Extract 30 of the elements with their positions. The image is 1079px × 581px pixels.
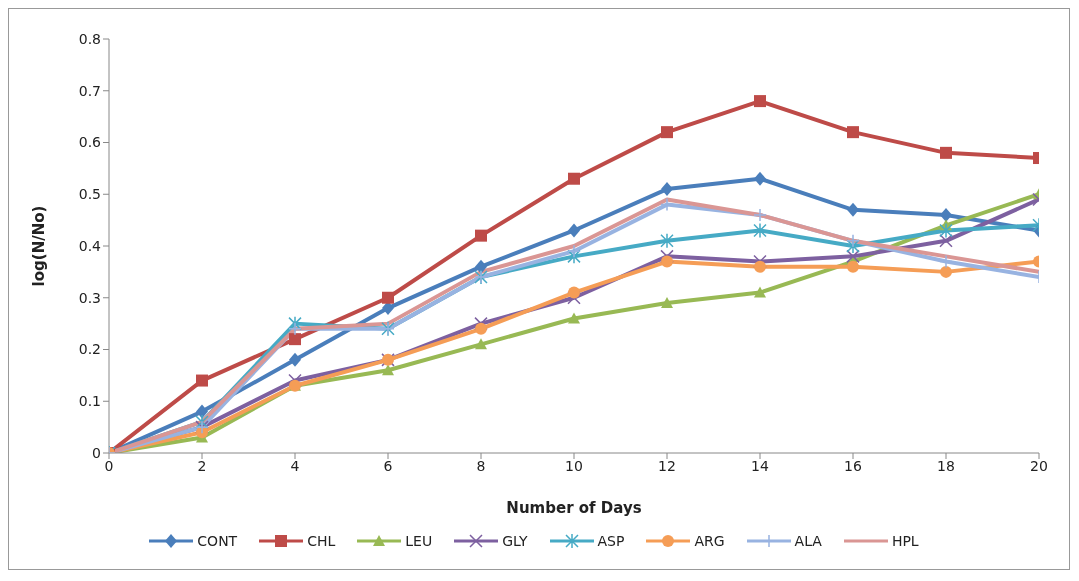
legend-label: ASP bbox=[597, 533, 625, 549]
legend-label: LEU bbox=[405, 533, 433, 549]
x-tick-label: 18 bbox=[937, 457, 955, 474]
x-tick-label: 20 bbox=[1030, 457, 1048, 474]
y-tick-label: 0.8 bbox=[78, 30, 101, 47]
x-tick-label: 10 bbox=[565, 457, 583, 474]
x-tick-label: 12 bbox=[658, 457, 676, 474]
y-tick-label: 0.5 bbox=[78, 186, 101, 203]
legend-label: HPL bbox=[891, 533, 919, 549]
y-tick-label: 0.1 bbox=[78, 393, 101, 410]
y-tick-label: 0.4 bbox=[78, 237, 102, 254]
x-tick-label: 8 bbox=[476, 457, 486, 474]
x-axis-title: Number of Days bbox=[506, 499, 642, 517]
y-axis-title: log(N/No) bbox=[30, 205, 49, 287]
x-tick-label: 4 bbox=[290, 457, 300, 474]
legend-label: GLY bbox=[502, 533, 528, 549]
legend-label: ARG bbox=[694, 533, 725, 549]
x-tick-label: 0 bbox=[104, 457, 114, 474]
x-tick-label: 16 bbox=[844, 457, 862, 474]
y-tick-label: 0 bbox=[92, 444, 101, 461]
x-tick-label: 6 bbox=[383, 457, 393, 474]
legend-label: CHL bbox=[307, 533, 336, 549]
y-tick-label: 0.6 bbox=[78, 134, 102, 151]
legend-label: CONT bbox=[197, 533, 238, 549]
y-tick-label: 0.3 bbox=[78, 289, 101, 306]
x-tick-label: 2 bbox=[197, 457, 207, 474]
y-tick-label: 0.7 bbox=[78, 82, 101, 99]
x-tick-label: 14 bbox=[751, 457, 769, 474]
y-tick-label: 0.2 bbox=[78, 341, 101, 358]
legend-label: ALA bbox=[794, 533, 822, 549]
